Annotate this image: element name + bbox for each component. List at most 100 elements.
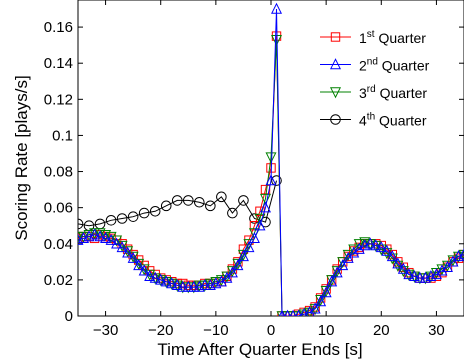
data-point <box>133 259 145 271</box>
data-point <box>182 280 194 292</box>
data-point <box>309 302 321 314</box>
data-point <box>249 213 260 224</box>
data-point <box>436 264 448 276</box>
data-point <box>127 211 139 222</box>
data-point <box>149 271 161 283</box>
legend-label: 2nd Quarter <box>359 57 430 74</box>
series-4 <box>78 175 282 232</box>
data-point <box>342 251 354 263</box>
data-point <box>284 309 291 316</box>
x-tick-label: 30 <box>428 322 445 339</box>
x-tick-label: −30 <box>93 322 118 339</box>
x-tick-label: −20 <box>148 322 173 339</box>
data-point <box>289 309 297 316</box>
data-point <box>441 260 453 272</box>
y-tick-label: 0.12 <box>44 91 73 108</box>
data-point <box>111 237 123 249</box>
data-point <box>94 230 106 242</box>
data-point <box>271 175 282 186</box>
legend-marker <box>330 114 341 125</box>
data-point <box>149 205 161 217</box>
data-point <box>105 233 117 245</box>
data-point <box>260 184 271 195</box>
data-point <box>353 239 365 251</box>
data-point <box>381 244 393 256</box>
data-point <box>271 2 283 14</box>
y-tick-label: 0.04 <box>44 236 73 253</box>
data-point <box>160 200 172 212</box>
data-point <box>116 213 128 224</box>
y-tick-label: 0.1 <box>52 127 73 144</box>
data-point <box>392 257 404 269</box>
data-point <box>155 273 167 285</box>
data-point <box>304 306 315 316</box>
series-2 <box>78 2 464 316</box>
legend-entry: 3rd Quarter <box>320 84 427 101</box>
data-point <box>89 228 101 240</box>
x-tick-label: 20 <box>373 322 390 339</box>
data-point <box>408 269 420 281</box>
y-tick-label: 0.08 <box>44 164 73 181</box>
data-point <box>353 242 365 254</box>
data-point <box>171 195 183 206</box>
legend-label: 4th Quarter <box>359 112 427 129</box>
data-point <box>199 278 211 291</box>
data-point <box>278 309 286 316</box>
data-point <box>221 271 233 283</box>
data-point <box>122 246 134 258</box>
data-point <box>182 195 194 206</box>
data-point <box>370 239 382 251</box>
axis-ticks: −30 −20 −10 0 10 20 30 0 0.02 0.04 0.06 0.08 0.1 0.12… <box>44 0 464 339</box>
data-point <box>265 174 277 186</box>
data-point <box>254 219 266 231</box>
data-point <box>177 280 189 292</box>
data-point <box>430 268 442 280</box>
data-point <box>458 248 464 260</box>
data-point <box>259 193 271 205</box>
data-point <box>326 275 338 287</box>
data-point <box>249 221 260 231</box>
data-point <box>105 214 117 226</box>
data-point <box>116 241 128 253</box>
x-tick-label: 10 <box>318 322 335 339</box>
y-tick-label: 0.14 <box>44 55 73 72</box>
data-point <box>227 207 238 219</box>
data-point <box>205 200 216 212</box>
data-point <box>237 250 249 262</box>
data-point <box>342 249 354 261</box>
x-tick-label: 0 <box>267 322 275 339</box>
data-point <box>226 266 238 278</box>
data-point <box>331 266 343 278</box>
data-point <box>397 262 409 274</box>
legend-label: 1st Quarter <box>359 29 426 46</box>
series-line <box>78 180 277 227</box>
y-axis-label: Scoring Rate [plays/s] <box>12 75 31 240</box>
legend: 1st Quarter 2nd Quarter 3rd Quarter 4th Qua… <box>320 29 430 129</box>
data-point <box>166 277 178 289</box>
data-point <box>414 271 426 283</box>
data-point <box>403 268 415 280</box>
x-tick-label: −10 <box>203 322 228 339</box>
data-point <box>320 286 332 298</box>
y-tick-label: 0.16 <box>44 19 73 36</box>
data-point <box>188 280 200 292</box>
data-point <box>138 207 150 219</box>
data-point <box>78 218 84 230</box>
data-point <box>215 275 227 287</box>
data-point <box>315 295 327 307</box>
data-point <box>447 255 459 267</box>
data-point <box>78 231 84 243</box>
data-point <box>171 278 183 291</box>
data-point <box>259 201 271 213</box>
legend-label: 3rd Quarter <box>359 84 427 101</box>
y-tick-label: 0 <box>65 308 73 325</box>
data-point <box>375 241 387 253</box>
data-point <box>364 237 376 249</box>
legend-entry: 4th Quarter <box>320 112 427 129</box>
data-point <box>348 246 360 258</box>
y-tick-label: 0.02 <box>44 272 73 289</box>
data-point <box>194 196 205 208</box>
data-point <box>386 250 398 262</box>
data-point <box>138 264 150 276</box>
